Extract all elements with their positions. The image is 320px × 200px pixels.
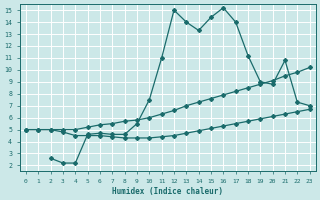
X-axis label: Humidex (Indice chaleur): Humidex (Indice chaleur) <box>112 187 223 196</box>
